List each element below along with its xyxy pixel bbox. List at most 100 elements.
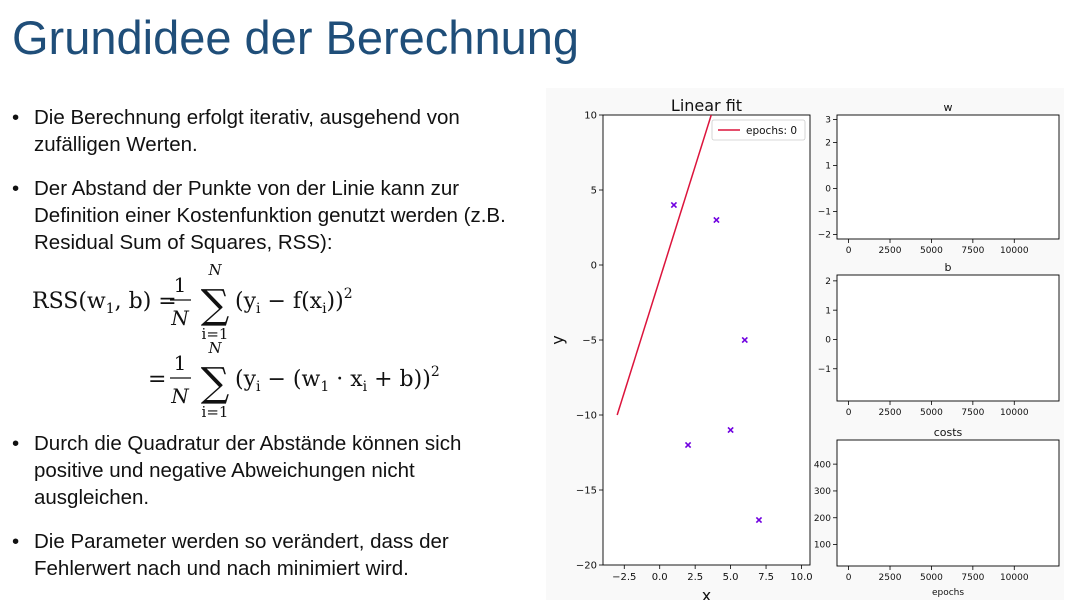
y-tick-label: −10 (576, 411, 597, 422)
frac-denominator: N (170, 306, 190, 330)
axes-title: b (945, 261, 952, 274)
formula-lhs-sub: 1 (106, 301, 115, 317)
sum-lower: i=1 (202, 325, 229, 343)
x-tick-label: 2.5 (687, 572, 703, 583)
x-tick-label: 5.0 (723, 572, 739, 583)
fit-line (616, 114, 712, 416)
y-tick-label: 5 (591, 186, 597, 197)
frac2-numerator: 1 (174, 351, 187, 375)
sum-symbol: ∑ (201, 282, 230, 328)
y-tick-label: −5 (582, 336, 597, 347)
y-tick-label: −2 (818, 231, 831, 241)
formula-lhs: RSS(w (32, 289, 106, 314)
rss-formula: RSS(w1, b) = 1 N N ∑ i=1 (yi − f(xi))2 =… (32, 261, 440, 421)
sum2-upper: N (207, 339, 222, 357)
x-tick-label: 2500 (879, 246, 902, 256)
term2-power: 2 (431, 364, 440, 380)
axes-frame (602, 114, 811, 566)
axes-title: costs (934, 426, 963, 439)
data-point (684, 441, 692, 449)
term2-b: − (w (261, 367, 321, 392)
bullet-item: Die Berechnung erfolgt iterativ, ausgehe… (10, 104, 530, 158)
x-axis-label: x (702, 586, 711, 600)
term2-sub: i (256, 379, 261, 395)
x-tick-label: 5000 (920, 246, 943, 256)
x-tick-label: 5000 (920, 408, 943, 418)
y-tick-label: 1 (825, 306, 831, 316)
x-tick-label: 2500 (879, 573, 902, 583)
sum-upper: N (207, 261, 222, 279)
y-tick-label: 2 (825, 139, 831, 149)
axes-frame (836, 274, 1060, 402)
x-tick-label: 2500 (879, 408, 902, 418)
x-tick-label: 0 (846, 573, 852, 583)
training-figure: Linear fit−2.5 0.0 2.5 5.0 7.5 10.0−20−15−10−… (546, 88, 1064, 600)
y-tick-label: 200 (814, 514, 831, 524)
data-point (741, 336, 748, 344)
bullet-list-top: Die Berechnung erfolgt iterativ, ausgehe… (10, 104, 530, 256)
y-tick-label: 1 (825, 162, 831, 172)
axes-frame (836, 114, 1060, 240)
x-axis-label: epochs (932, 588, 964, 598)
term2-a: (y (235, 367, 257, 392)
x-tick-label: 10000 (1000, 408, 1029, 418)
x-tick-label: 7500 (961, 408, 984, 418)
x-tick-label: 0 (846, 408, 852, 418)
x-tick-label: 7500 (961, 246, 984, 256)
term2-sub2: 1 (320, 379, 329, 395)
bullet-item: Der Abstand der Punkte von der Linie kan… (10, 175, 530, 256)
x-tick-label: 10000 (1000, 573, 1029, 583)
data-point (713, 216, 720, 224)
y-tick-label: 0 (825, 336, 831, 346)
x-tick-label: 10000 (1000, 246, 1029, 256)
y-tick-label: 0 (825, 185, 831, 195)
svg-text:(yi − f(xi))2: (yi − f(xi))2 (235, 286, 353, 317)
term1-sub: i (256, 301, 261, 317)
axes-title: Linear fit (671, 96, 742, 115)
term2-c: · x (329, 367, 363, 392)
frac-numerator: 1 (174, 273, 187, 297)
axes-title: w (944, 101, 953, 114)
y-tick-label: 3 (825, 116, 831, 126)
term1-c: )) (327, 289, 344, 314)
y-tick-label: 0 (591, 261, 597, 272)
y-tick-label: 300 (814, 487, 831, 497)
term1-sub2: i (322, 301, 327, 317)
y-tick-label: −15 (576, 486, 597, 497)
term1-a: (y (235, 289, 257, 314)
term1-power: 2 (344, 286, 353, 302)
x-tick-label: 0 (846, 246, 852, 256)
y-tick-label: −1 (818, 365, 831, 375)
data-point (727, 426, 734, 434)
x-tick-label: 10.0 (790, 572, 812, 583)
y-axis-label: y (548, 335, 567, 344)
x-tick-label: −2.5 (612, 572, 636, 583)
sum2-symbol: ∑ (201, 360, 230, 406)
x-tick-label: 5000 (920, 573, 943, 583)
term2-d: + b)) (367, 367, 431, 392)
svg-text:(yi − (w1 · xi + b))2: (yi − (w1 · xi + b))2 (235, 364, 440, 395)
y-tick-label: 10 (584, 111, 597, 122)
x-tick-label: 0.0 (652, 572, 668, 583)
bullet-item: Durch die Quadratur der Abstände können … (10, 430, 530, 511)
x-tick-label: 7500 (961, 573, 984, 583)
data-point (755, 516, 763, 524)
y-tick-label: 400 (814, 460, 831, 470)
svg-text:RSS(w1, b) =: RSS(w1, b) = (32, 289, 177, 317)
y-tick-label: 2 (825, 277, 831, 287)
x-tick-label: 7.5 (758, 572, 774, 583)
y-tick-label: −20 (576, 561, 597, 572)
data-point (670, 201, 678, 209)
y-tick-label: −1 (818, 208, 831, 218)
slide-title: Grundidee der Berechnung (12, 11, 580, 64)
frac2-denominator: N (170, 384, 190, 408)
bullet-item: Die Parameter werden so verändert, dass … (10, 528, 530, 582)
sum2-lower: i=1 (202, 403, 229, 421)
formula-lhs-end: , b) = (115, 289, 177, 314)
legend-box (711, 119, 806, 141)
bullet-list-bottom: Durch die Quadratur der Abstände können … (10, 430, 530, 582)
formula-eq2: = (148, 367, 166, 392)
legend-label: epochs: 0 (746, 125, 797, 137)
term2-sub3: i (363, 379, 368, 395)
axes-frame (836, 439, 1060, 567)
